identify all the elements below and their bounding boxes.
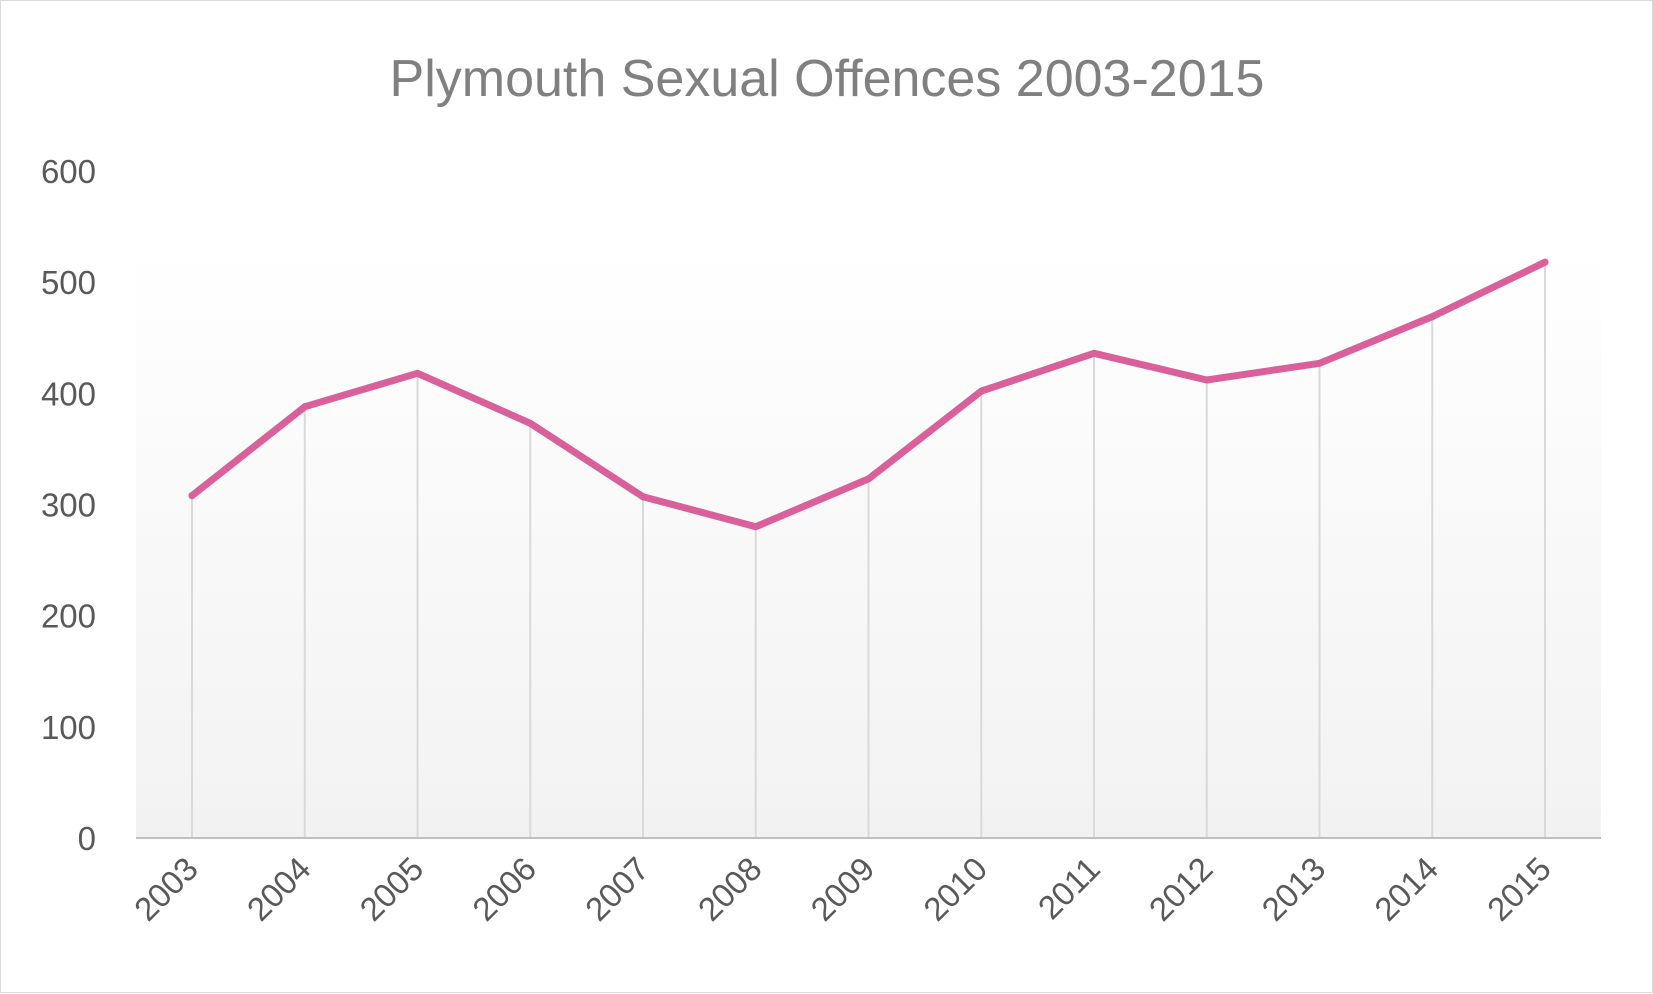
y-tick-label: 200	[41, 598, 96, 635]
data-point	[526, 419, 534, 427]
y-tick-label: 300	[41, 487, 96, 524]
y-tick-label: 400	[41, 375, 96, 412]
data-point	[1203, 376, 1211, 384]
y-tick-label: 600	[41, 153, 96, 190]
x-tick-label: 2009	[803, 850, 881, 928]
x-tick-label: 2005	[352, 850, 430, 928]
series-group	[188, 258, 1549, 531]
y-tick-label: 100	[41, 709, 96, 746]
data-point	[188, 492, 196, 500]
x-tick-label: 2007	[578, 850, 656, 928]
drop-lines	[191, 262, 1546, 838]
x-axis-ticks: 2003 2004 2005 2006 2007 2008 2009 2010 2011 2012…	[127, 850, 1558, 928]
x-tick-label: 2014	[1367, 850, 1445, 928]
data-point	[1090, 349, 1098, 357]
x-tick-label: 2011	[1031, 850, 1107, 926]
chart-title: Plymouth Sexual Offences 2003-2015	[390, 50, 1265, 108]
data-point	[752, 523, 760, 531]
x-tick-label: 2003	[127, 850, 205, 928]
data-point	[1541, 258, 1549, 266]
x-tick-label: 2015	[1480, 850, 1558, 928]
x-tick-label: 2010	[916, 850, 994, 928]
x-tick-label: 2012	[1142, 850, 1220, 928]
x-tick-label: 2008	[691, 850, 769, 928]
y-tick-label: 500	[41, 264, 96, 301]
y-tick-label: 0	[78, 820, 96, 857]
x-tick-label: 2013	[1254, 850, 1332, 928]
data-point	[414, 369, 421, 377]
data-point	[865, 475, 872, 483]
y-axis-ticks: 0 100 200 300 400 500 600	[41, 153, 96, 857]
x-tick-label: 2006	[465, 850, 543, 928]
x-tick-label: 2004	[240, 850, 318, 928]
data-point	[1316, 359, 1323, 367]
data-point	[639, 493, 647, 501]
data-point	[977, 387, 985, 395]
data-point	[301, 403, 309, 411]
data-point	[1428, 313, 1436, 321]
